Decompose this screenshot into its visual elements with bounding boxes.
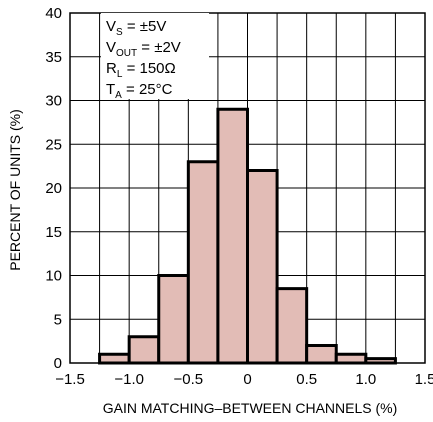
y-tick-label: 35 [45,49,62,66]
conditions-background [101,13,209,99]
x-tick-label: 1.5 [415,371,433,388]
plot-border [69,12,426,364]
y-tick-label: 15 [45,224,62,241]
y-tick-label: 5 [54,311,62,328]
y-tick-label: 30 [45,93,62,110]
x-tick-label: 0 [243,371,251,388]
condition-output-voltage: VOUT = ±2V [106,39,181,59]
x-tick-label: −1.5 [55,371,85,388]
y-tick-label: 40 [45,5,62,22]
histogram-bar [186,160,220,365]
condition-load-resistance: RL = 150Ω [106,60,176,80]
y-tick-label: 20 [45,180,62,197]
histogram-bar [246,169,279,365]
histogram-bar [334,352,368,365]
histogram-bars [98,107,397,365]
plot-frame [69,12,426,364]
histogram-bar [127,335,161,365]
conditions-box: VS = ±5V VOUT = ±2V RL = 150Ω TA = 25°C [101,13,209,101]
histogram-bar [275,287,309,365]
condition-supply-voltage: VS = ±5V [106,18,166,38]
x-tick-labels: −1.5 −1.0 −0.5 0 0.5 1.0 1.5 [55,371,433,388]
x-tick-label: −0.5 [174,371,204,388]
histogram-bar [157,274,190,365]
x-tick-label: 0.5 [296,371,317,388]
x-axis-title: GAIN MATCHING–BETWEEN CHANNELS (%) [103,400,398,416]
y-tick-label: 0 [54,355,62,372]
histogram-bar [216,107,250,365]
histogram-bar [98,352,131,365]
y-tick-label: 10 [45,268,62,285]
histogram-bar [305,344,338,365]
y-axis-title: PERCENT OF UNITS (%) [7,109,23,271]
y-tick-labels: 0 5 10 15 20 25 30 35 40 [45,5,62,372]
x-tick-label: 1.0 [355,371,376,388]
y-tick-label: 25 [45,136,62,153]
condition-ambient-temperature: TA = 25°C [106,81,173,101]
x-tick-label: −1.0 [114,371,144,388]
